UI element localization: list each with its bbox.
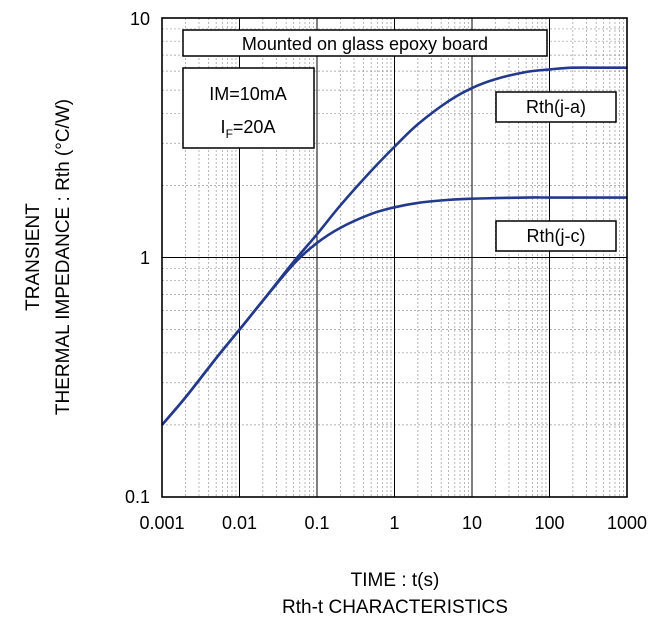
x-tick-label: 100 — [534, 513, 564, 533]
chart-title: Rth-t CHARACTERISTICS — [282, 597, 508, 618]
board-annotation: Mounted on glass epoxy board — [182, 29, 548, 57]
y-axis-title-line1: TRANSIENT — [23, 203, 44, 311]
series-label-rth-jc-text: Rth(j-c) — [527, 226, 586, 246]
curves — [161, 66, 627, 426]
x-tick-label: 0.1 — [304, 513, 329, 533]
condition-annotation: IM=10mA IF=20A — [182, 67, 315, 149]
series-label-rth-ja: Rth(j-a) — [495, 91, 617, 123]
x-tick-label: 1 — [389, 513, 399, 533]
y-tick-labels: 0.1 1 10 — [125, 9, 150, 507]
x-tick-label: 0.001 — [139, 513, 184, 533]
im-condition-text: IM=10mA — [209, 84, 287, 104]
x-tick-labels: 0.001 0.01 0.1 1 10 100 1000 — [139, 513, 647, 533]
x-tick-label: 10 — [462, 513, 482, 533]
series-label-rth-jc: Rth(j-c) — [495, 220, 617, 252]
series-label-rth-ja-text: Rth(j-a) — [526, 97, 586, 117]
x-tick-label: 0.01 — [222, 513, 257, 533]
x-tick-label: 1000 — [607, 513, 647, 533]
grid — [162, 18, 627, 497]
y-tick-label: 10 — [130, 9, 150, 29]
if-value: =20A — [233, 117, 276, 137]
x-axis-title: TIME : t(s) — [351, 570, 440, 591]
y-tick-label: 0.1 — [125, 487, 150, 507]
y-axis-title-line2: THERMAL IMPEDANCE : Rth (°C/W) — [53, 99, 74, 415]
y-tick-label: 1 — [140, 248, 150, 268]
if-condition-text: IF=20A — [221, 117, 276, 141]
if-subscript: F — [226, 127, 233, 141]
board-annotation-text: Mounted on glass epoxy board — [242, 34, 488, 54]
plot-frame — [161, 17, 628, 498]
series-line-rth-jc — [161, 196, 627, 426]
if-symbol: I — [221, 117, 226, 137]
